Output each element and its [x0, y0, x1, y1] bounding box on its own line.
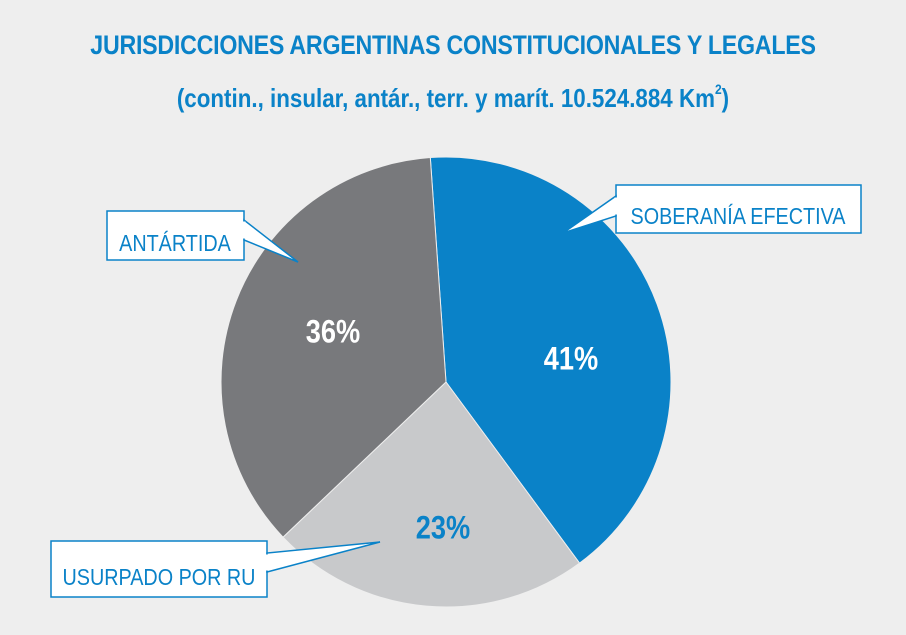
subtitle-text: (contin., insular, antár., terr. y marít…: [176, 83, 715, 113]
chart-subtitle: (contin., insular, antár., terr. y marít…: [63, 81, 842, 114]
slice-callout: ANTÁRTIDA: [106, 210, 299, 263]
callout-label: ANTÁRTIDA: [119, 230, 231, 257]
callout-box: [615, 184, 862, 234]
pie-callouts: SOBERANÍA EFECTIVA USURPADO POR RU ANTÁRTI…: [50, 184, 862, 598]
chart-title: JURISDICCIONES ARGENTINAS CONSTITUCIONAL…: [90, 30, 816, 60]
callout-box: [50, 540, 268, 598]
slice-callout: USURPADO POR RU: [50, 540, 381, 598]
pie-percent-labels: 41% 23% 36%: [306, 314, 598, 546]
slice-callout: SOBERANÍA EFECTIVA: [562, 184, 862, 234]
pie-slice-1: [429, 156, 672, 564]
slice-percent-label: 23%: [416, 510, 470, 546]
subtitle-superscript: 2: [714, 81, 722, 97]
slice-percent-label: 36%: [306, 314, 360, 350]
pie-slice-2: [282, 381, 581, 608]
callout-label: SOBERANÍA EFECTIVA: [631, 203, 847, 230]
subtitle-close: ): [721, 83, 730, 113]
callout-label: USURPADO POR RU: [63, 565, 256, 591]
callout-box: [106, 210, 245, 261]
slice-percent-label: 41%: [544, 341, 598, 377]
